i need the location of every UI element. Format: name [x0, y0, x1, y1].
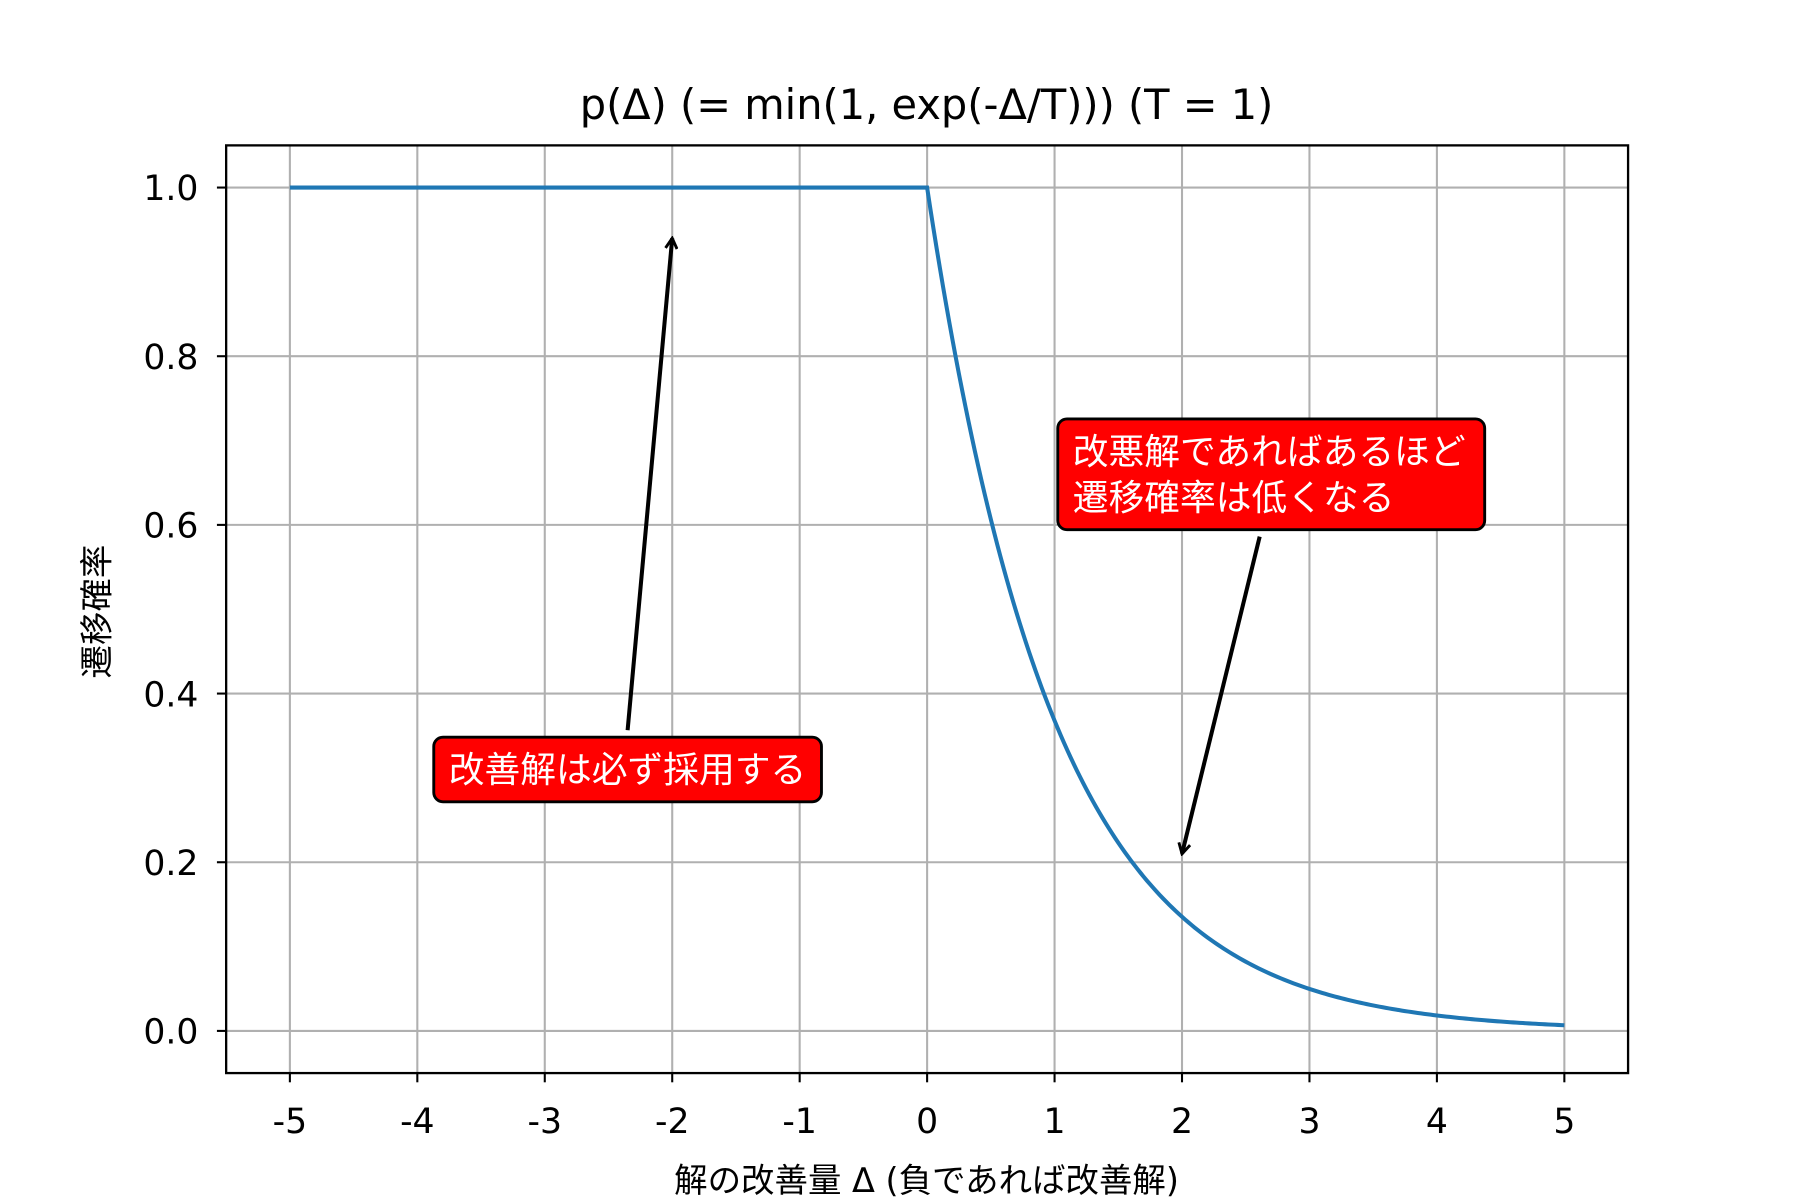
x-tick-label: -3 [528, 1102, 563, 1142]
x-tick-label: 4 [1426, 1102, 1448, 1142]
x-tick-label: -4 [400, 1102, 435, 1142]
chart-title: p(Δ) (= min(1, exp(-Δ/T))) (T = 1) [580, 80, 1274, 129]
annotation-text: 遷移確率は低くなる [1073, 478, 1395, 519]
y-tick-label: 0.8 [143, 338, 198, 378]
x-tick-label: 5 [1553, 1102, 1575, 1142]
x-tick-label: -1 [782, 1102, 817, 1142]
x-tick-label: 2 [1171, 1102, 1193, 1142]
y-tick-label: 0.6 [143, 507, 198, 547]
x-axis-label: 解の改善量 Δ (負であれば改善解) [674, 1161, 1179, 1200]
annotation-box [432, 735, 823, 804]
ticks: -5 -4 -3 -2 -1 0 1 2 3 4 5 0.0 0.2 0.4 0.6 0.8 1.0 [143, 169, 1575, 1142]
x-tick-label: 3 [1298, 1102, 1320, 1142]
series-line [289, 185, 1565, 1028]
y-tick-label: 0.0 [143, 1013, 198, 1053]
x-tick-label: -2 [655, 1102, 690, 1142]
y-tick-label: 0.2 [143, 844, 198, 884]
x-tick-label: 1 [1044, 1102, 1066, 1142]
series [289, 185, 1565, 1028]
annotation-box [1056, 417, 1487, 532]
grid [226, 145, 1629, 1074]
annotation-text: 改善解は必ず採用する [449, 750, 806, 791]
y-tick-label: 1.0 [143, 169, 198, 209]
plot-frame [224, 144, 1630, 1075]
annotation-arrow [625, 238, 673, 731]
annotation-arrow [1182, 536, 1262, 854]
y-tick-label: 0.4 [143, 675, 198, 715]
x-tick-label: 0 [916, 1102, 938, 1142]
x-tick-label: -5 [273, 1102, 308, 1142]
y-axis-label: 遷移確率 [77, 545, 116, 679]
annotation-text: 改悪解であればあるほど [1073, 432, 1466, 473]
